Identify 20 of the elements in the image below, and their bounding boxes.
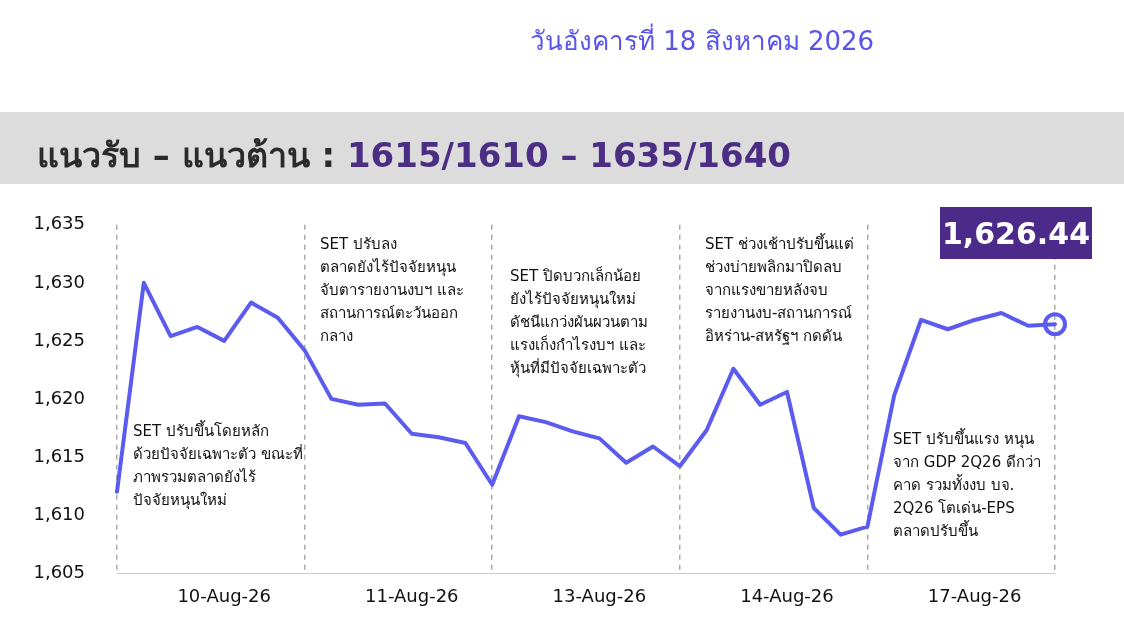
x-tick-label: 14-Aug-26 bbox=[740, 585, 834, 607]
chart-subtitle: วันอังคารที่ 18 สิงหาคม 2026 bbox=[529, 22, 876, 58]
annotation: SET ช่วงเช้าปรับขึ้นแต่ ช่วงบ่ายพลิกมาปิดลบ จากแรงขายหลังจบ รายงานงบ-สถานการณ์ อิหร่าน-สหรัฐฯ กดดัน bbox=[705, 233, 854, 348]
y-tick-label: 1,630 bbox=[33, 270, 85, 292]
x-tick-label: 13-Aug-26 bbox=[552, 585, 647, 607]
annotation: 1,626.44 bbox=[940, 207, 1092, 259]
chart-title: แนวรับ – แนวต้าน : 1615/1610 – 1635/1640 bbox=[37, 135, 791, 175]
x-tick-label: 10-Aug-26 bbox=[177, 585, 271, 607]
y-tick-label: 1,605 bbox=[33, 560, 85, 582]
annotation: SET ปรับขึ้นโดยหลัก ด้วยปัจจัยเฉพาะตัว ขณะที่ ภาพรวมตลาดยังไร้ ปัจจัยหนุนใหม่ bbox=[133, 420, 303, 512]
y-tick-label: 1,610 bbox=[33, 502, 85, 524]
annotation: SET ปรับขึ้นแรง หนุน จาก GDP 2Q26 ดีกว่า คาด รวมทั้งงบ บจ. 2Q26 โตเด่น-EPS ตลาดปรับขึ้น bbox=[893, 428, 1041, 543]
y-tick-label: 1,620 bbox=[33, 386, 85, 408]
y-tick-label: 1,625 bbox=[33, 328, 85, 350]
x-tick-label: 17-Aug-26 bbox=[927, 585, 1022, 607]
y-tick-label: 1,635 bbox=[33, 212, 85, 234]
x-tick-label: 11-Aug-26 bbox=[365, 585, 459, 607]
annotation: SET ปรับลง ตลาดยังไร้ปัจจัยหนุน จับตารายงานงบฯ และ สถานการณ์ตะวันออก กลาง bbox=[320, 233, 464, 348]
annotation: SET ปิดบวกเล็กน้อย ยังไร้ปัจจัยหนุนใหม่ ดัชนีแกว่งผันผวนตาม แรงเก็งกำไรงบฯ และ หุ้นที่มีปัจจัยเฉพาะตัว bbox=[510, 265, 648, 380]
y-tick-label: 1,615 bbox=[33, 444, 85, 466]
